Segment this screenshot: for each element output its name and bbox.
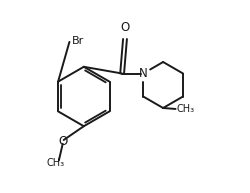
- Text: Br: Br: [72, 36, 85, 46]
- Text: N: N: [139, 67, 147, 80]
- Text: CH₃: CH₃: [176, 104, 195, 114]
- Text: CH₃: CH₃: [47, 158, 65, 168]
- Text: O: O: [58, 135, 67, 148]
- Text: O: O: [120, 21, 130, 34]
